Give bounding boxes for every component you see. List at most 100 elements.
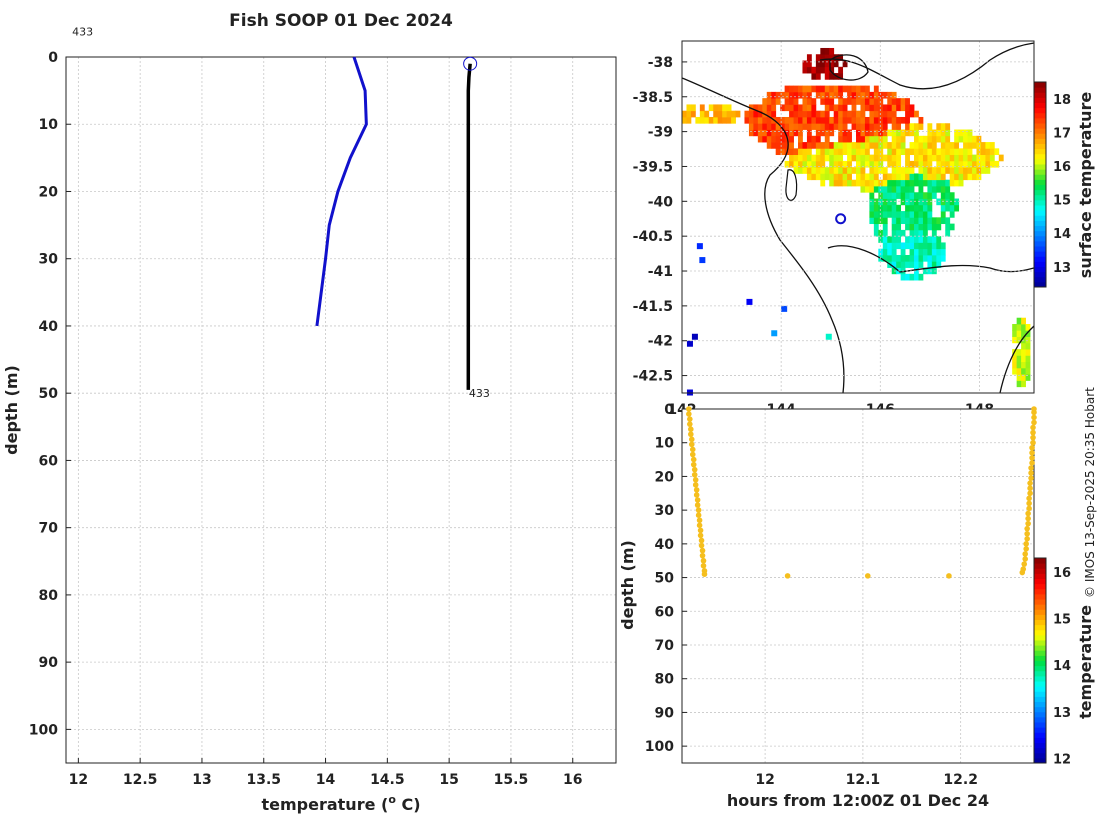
section-point <box>689 446 696 453</box>
y-tick-label: 50 <box>39 386 59 402</box>
sst-pixel <box>842 110 848 118</box>
sst-pixel <box>896 254 902 262</box>
sst-pixel <box>891 204 897 212</box>
colorbar-segment <box>1034 123 1046 129</box>
sst-pixel <box>918 204 924 212</box>
sst-pixel <box>1021 374 1026 381</box>
y-tick-label: 60 <box>39 453 59 469</box>
sst-pixel <box>860 129 866 137</box>
sst-pixel <box>869 217 875 225</box>
sst-pixel <box>806 104 812 112</box>
sst-pixel <box>771 110 777 118</box>
sst-pixel <box>815 116 821 124</box>
sst-pixel <box>838 54 844 61</box>
sst-pixel <box>896 160 902 168</box>
sst-pixel <box>824 148 830 156</box>
section-colorbar-segment <box>1034 645 1046 651</box>
sst-pixel <box>864 91 870 99</box>
sst-pixel <box>949 204 955 212</box>
sst-pixel <box>918 248 924 256</box>
sst-pixel <box>927 254 933 262</box>
sst-pixel <box>824 116 830 124</box>
profile-annotation: 433 <box>469 387 490 400</box>
sst-pixel <box>931 154 937 162</box>
imos-credit: © IMOS 13-Sep-2025 20:35 Hobart <box>1083 387 1097 598</box>
sst-pixel <box>972 135 977 143</box>
section-colorbar-segment <box>1034 727 1046 733</box>
sst-pixel <box>829 47 835 55</box>
sst-pixel <box>909 160 915 168</box>
sst-pixel <box>842 135 848 143</box>
sst-pixel <box>918 211 924 218</box>
sst-pixel <box>722 110 728 118</box>
sst-pixel <box>909 148 915 156</box>
sst-pixel <box>793 167 799 174</box>
section-x-axis-label: hours from 12:00Z 01 Dec 24 <box>727 791 989 810</box>
sst-pixel <box>713 110 719 118</box>
section-point <box>1030 434 1036 441</box>
sst-pixel <box>864 129 870 137</box>
sst-pixel <box>931 242 937 250</box>
sst-pixel <box>936 185 942 193</box>
section-colorbar-tick-label: 13 <box>1053 706 1071 721</box>
sst-pixel <box>820 66 826 74</box>
sst-pixel <box>891 185 897 193</box>
sst-pixel <box>905 167 910 174</box>
sst-pixel <box>887 110 893 118</box>
sst-pixel <box>869 98 875 105</box>
sst-pixel <box>851 148 857 156</box>
sst-pixel <box>922 148 928 156</box>
section-point <box>1020 566 1027 572</box>
sst-pixel <box>864 123 870 130</box>
sst-pixel <box>914 198 919 206</box>
sst-pixel <box>954 198 960 206</box>
sst-pixel <box>922 160 928 168</box>
sst-pixel <box>931 229 937 237</box>
sst-pixel <box>789 154 794 162</box>
sst-pixel <box>829 98 835 105</box>
sst-pixel <box>784 91 790 99</box>
sst-pixel <box>811 98 817 105</box>
sst-pixel <box>927 217 933 225</box>
sst-pixel <box>882 179 888 187</box>
sst-pixel <box>806 167 812 174</box>
sst-pixel <box>1025 355 1031 363</box>
sst-pixel <box>820 173 826 181</box>
sst-pixel <box>869 173 875 181</box>
sst-pixel <box>918 198 924 206</box>
sst-pixel <box>798 167 803 174</box>
colorbar-tick-label: 16 <box>1053 160 1071 175</box>
sst-pixel <box>931 167 937 174</box>
sst-pixel <box>887 254 893 262</box>
section-point <box>694 497 701 503</box>
sst-pixel <box>1021 323 1026 331</box>
sst-pixel <box>940 185 946 193</box>
sst-pixel <box>891 98 897 105</box>
sst-pixel <box>918 185 924 193</box>
sst-pixel <box>1025 336 1031 344</box>
sst-pixel <box>882 204 888 212</box>
sst-pixel <box>824 123 830 130</box>
sst-pixel <box>820 85 826 93</box>
sst-pixel <box>882 135 888 143</box>
colorbar-segment <box>1034 117 1046 124</box>
sst-pixel <box>757 123 763 130</box>
sst-pixel <box>887 242 893 250</box>
sst-pixel <box>780 91 786 99</box>
king-island <box>785 169 798 201</box>
x-tick-label: 13 <box>192 772 211 788</box>
sst-pixel <box>869 116 875 124</box>
sst-pixel <box>989 142 995 149</box>
sst-pixel <box>940 123 946 130</box>
sst-pixel <box>820 54 826 61</box>
sst-pixel <box>856 142 861 149</box>
sst-pixel <box>922 154 928 162</box>
sst-pixel <box>829 179 835 187</box>
y-tick-label: 40 <box>39 319 59 335</box>
sst-pixel <box>735 110 741 118</box>
sst-pixel <box>815 154 821 162</box>
sst-pixel <box>887 104 893 112</box>
sst-pixel <box>789 110 794 118</box>
sst-pixel <box>891 135 897 143</box>
colorbar-segment <box>1034 256 1046 262</box>
